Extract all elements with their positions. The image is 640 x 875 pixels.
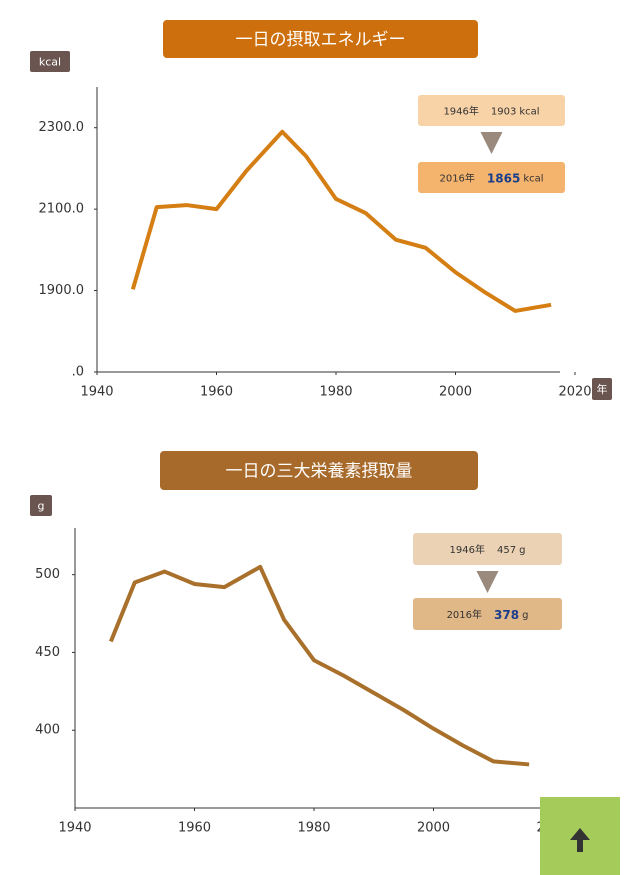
annotation-year: 2016年 [439,172,474,185]
annotation-value: 1903 [491,107,516,118]
unit-label: kcal [39,56,61,69]
annotation-year: 2016年 [447,608,482,621]
annotation-year: 1946年 [443,105,478,118]
title-pill [160,451,478,490]
annotation-unit: kcal [523,174,543,185]
unit-label: g [38,500,45,513]
data-line [130,129,552,313]
back-to-top[interactable] [540,797,620,875]
annotation: 2016年 1865 kcal [439,171,543,185]
x-tick-label: 1960 [200,385,233,400]
x-tick-label: 1940 [58,821,91,836]
annotation-arrow [480,132,503,154]
annotation-box [418,162,565,193]
annotation-box [413,598,562,630]
unit-box [592,378,612,400]
annotation-unit: kcal [519,107,539,118]
annotation-value: 457 [497,545,516,556]
x-tick-label: 1940 [80,385,113,400]
annotation-box [418,95,565,126]
annotation: 1946年 1903 kcal [443,105,539,118]
y-tick-label: 400 [35,723,60,738]
y-tick-label: 500 [35,567,60,582]
charts: 一日の摂取エネルギー kcal 年 .0 1900.0 2100.0 2300.0 1940 1… [30,20,612,836]
annotation: 1946年 457 g [450,543,526,556]
y-tick-label: 2300.0 [39,120,85,135]
x-tick-label: 2000 [417,821,450,836]
x-tick-label: 2000 [439,385,472,400]
x-tick-label: 1980 [297,821,330,836]
annotation-value: 378 [494,608,519,622]
y-tick-label: 2100.0 [39,202,85,217]
y-tick-label: .0 [72,365,84,380]
chart-title: 一日の摂取エネルギー [236,30,406,50]
x-tick-label: 1980 [319,385,352,400]
unit-box [30,495,52,516]
annotation-arrow [476,571,499,593]
y-tick-label: 1900.0 [39,283,85,298]
y-tick-label: 450 [35,645,60,660]
chart-title: 一日の三大栄養素摂取量 [226,462,413,482]
annotation-year: 1946年 [450,543,485,556]
annotation-box [413,533,562,565]
x-tick-label: 1960 [178,821,211,836]
annotation-unit: g [522,610,528,621]
x-tick-label: 2020 [558,385,591,400]
unit-label: 年 [597,382,608,396]
annotation: 2016年 378 g [447,608,529,622]
annotation-unit: g [519,545,525,556]
title-pill [163,20,478,58]
annotation-value: 1865 [487,171,520,185]
data-line [108,564,530,767]
unit-box [30,51,70,72]
